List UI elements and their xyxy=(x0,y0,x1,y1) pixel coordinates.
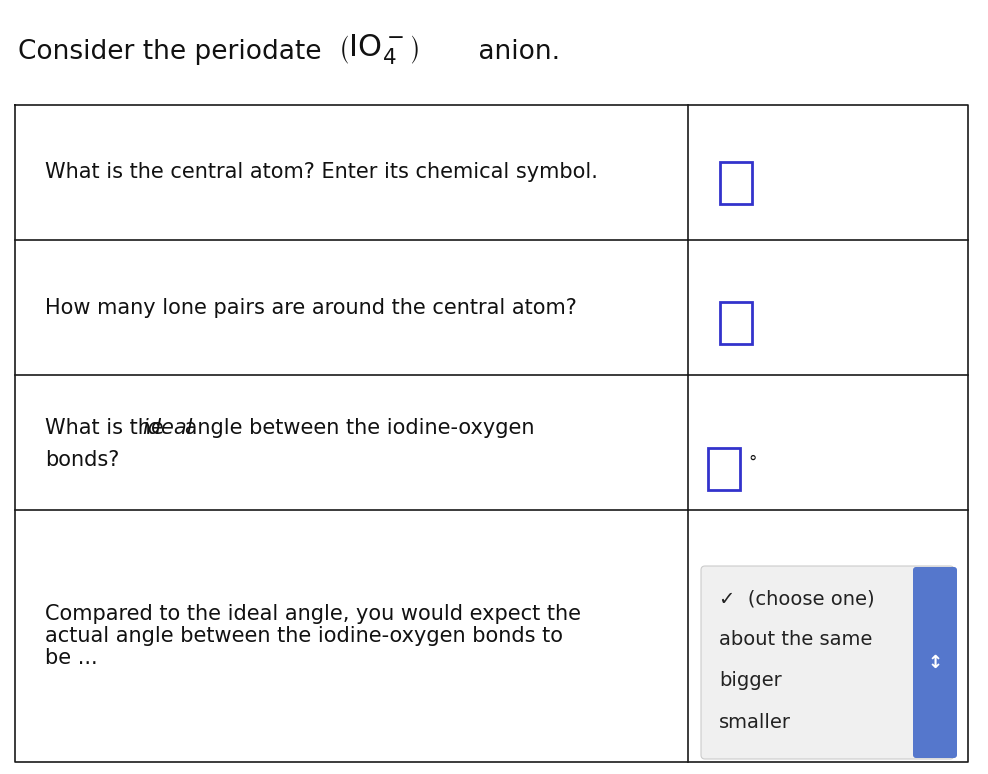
Text: actual angle between the iodine-oxygen bonds to: actual angle between the iodine-oxygen b… xyxy=(45,626,563,646)
Text: smaller: smaller xyxy=(719,713,791,731)
FancyBboxPatch shape xyxy=(708,448,740,490)
Text: $\left(\mathrm{IO_4^-}\right)$: $\left(\mathrm{IO_4^-}\right)$ xyxy=(338,33,419,67)
Text: about the same: about the same xyxy=(719,630,872,649)
Text: Consider the periodate: Consider the periodate xyxy=(18,39,330,65)
Text: How many lone pairs are around the central atom?: How many lone pairs are around the centr… xyxy=(45,297,577,317)
Text: What is the central atom? Enter its chemical symbol.: What is the central atom? Enter its chem… xyxy=(45,163,598,183)
Text: angle between the iodine-oxygen: angle between the iodine-oxygen xyxy=(178,417,535,437)
Text: anion.: anion. xyxy=(470,39,560,65)
Text: bigger: bigger xyxy=(719,672,782,690)
Text: Compared to the ideal angle, you would expect the: Compared to the ideal angle, you would e… xyxy=(45,604,581,624)
Text: °: ° xyxy=(748,454,757,471)
Text: be ...: be ... xyxy=(45,648,98,668)
Text: What is the: What is the xyxy=(45,417,170,437)
FancyBboxPatch shape xyxy=(720,302,752,344)
Text: ↕: ↕ xyxy=(928,653,943,672)
FancyBboxPatch shape xyxy=(913,567,957,758)
FancyBboxPatch shape xyxy=(701,566,954,759)
Text: ✓  (choose one): ✓ (choose one) xyxy=(719,589,874,608)
Text: bonds?: bonds? xyxy=(45,450,120,471)
Text: ideal: ideal xyxy=(142,417,193,437)
FancyBboxPatch shape xyxy=(720,162,752,204)
